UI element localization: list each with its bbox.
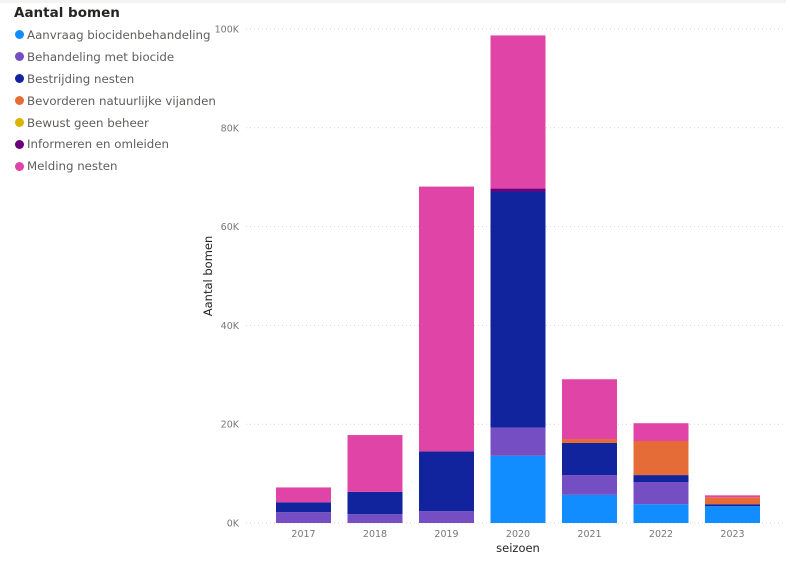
x-axis-title: seizoen [496, 541, 540, 555]
bar-segment[interactable] [490, 35, 546, 189]
bar-segment[interactable] [705, 506, 760, 523]
bar-segment[interactable] [705, 495, 760, 498]
legend-dot-icon [15, 30, 24, 40]
bar-segment[interactable] [276, 512, 331, 523]
bar-segment[interactable] [276, 487, 331, 503]
y-tick-label: 0K [227, 519, 240, 530]
x-tick-label: 2019 [434, 529, 458, 540]
x-tick-label: 2018 [363, 529, 387, 540]
y-tick-label: 20K [221, 420, 240, 431]
x-tick-label: 2023 [720, 529, 744, 540]
bar-segment[interactable] [705, 504, 760, 507]
bar-segment[interactable] [562, 379, 617, 440]
y-tick-label: 60K [221, 222, 240, 233]
bar-segment[interactable] [562, 494, 617, 523]
legend-label: Behandeling met biocide [27, 49, 175, 64]
bar-segment[interactable] [562, 439, 617, 443]
bar-segment[interactable] [347, 435, 403, 492]
bar-segment[interactable] [490, 191, 546, 428]
bar-segment[interactable] [490, 455, 546, 523]
bar-segment[interactable] [705, 497, 760, 505]
x-tick-label: 2021 [577, 529, 601, 540]
bar-segment[interactable] [633, 475, 689, 482]
legend-item[interactable]: Bewust geen beheer [12, 112, 216, 134]
bar-segment[interactable] [562, 475, 617, 495]
legend-item[interactable]: Informeren en omleiden [12, 133, 216, 155]
legend-label: Informeren en omleiden [27, 137, 170, 152]
legend-label: Melding nesten [27, 159, 118, 174]
bar-segment[interactable] [490, 427, 546, 456]
legend-dot-icon [15, 118, 24, 127]
legend-label: Aanvraag biocidenbehandeling [27, 27, 211, 42]
legend-dot-icon [15, 161, 24, 171]
y-tick-label: 100K [215, 25, 240, 36]
x-tick-label: 2022 [649, 529, 673, 540]
bar-segment[interactable] [633, 440, 689, 476]
legend-item[interactable]: Melding nesten [12, 155, 216, 177]
legend-item[interactable]: Bevorderen natuurlijke vijanden [12, 90, 216, 112]
bar-segment[interactable] [562, 442, 617, 476]
legend-label: Bewust geen beheer [27, 115, 149, 130]
bar-segment[interactable] [419, 186, 474, 452]
legend-label: Bevorderen natuurlijke vijanden [27, 93, 216, 108]
x-tick-label: 2017 [291, 529, 315, 540]
legend-dot-icon [15, 139, 24, 149]
legend-item[interactable]: Behandeling met biocide [12, 46, 216, 68]
bar-segment[interactable] [633, 504, 689, 523]
bar-segment[interactable] [633, 481, 689, 505]
top-band [0, 0, 786, 3]
bar-segment[interactable] [276, 502, 331, 513]
bar-segment[interactable] [633, 423, 689, 441]
legend-label: Bestrijding nesten [27, 71, 135, 86]
x-tick-label: 2020 [506, 529, 530, 540]
bar-segment[interactable] [347, 514, 403, 523]
bar-segment[interactable] [419, 451, 474, 512]
legend-item[interactable]: Aanvraag biocidenbehandeling [12, 24, 216, 46]
legend-dot-icon [15, 52, 24, 62]
y-axis-title: Aantal bomen [201, 236, 215, 317]
bar-segment[interactable] [347, 491, 403, 515]
legend: Aantal bomen Aanvraag biocidenbehandelin… [12, 2, 216, 177]
y-tick-label: 80K [221, 123, 240, 134]
legend-dot-icon [15, 96, 24, 106]
bar-segment[interactable] [419, 511, 474, 523]
y-tick-label: 40K [221, 321, 240, 332]
legend-dot-icon [15, 74, 24, 84]
legend-title: Aantal bomen [14, 5, 120, 21]
bar-segment[interactable] [490, 188, 546, 192]
legend-item[interactable]: Bestrijding nesten [12, 68, 216, 90]
